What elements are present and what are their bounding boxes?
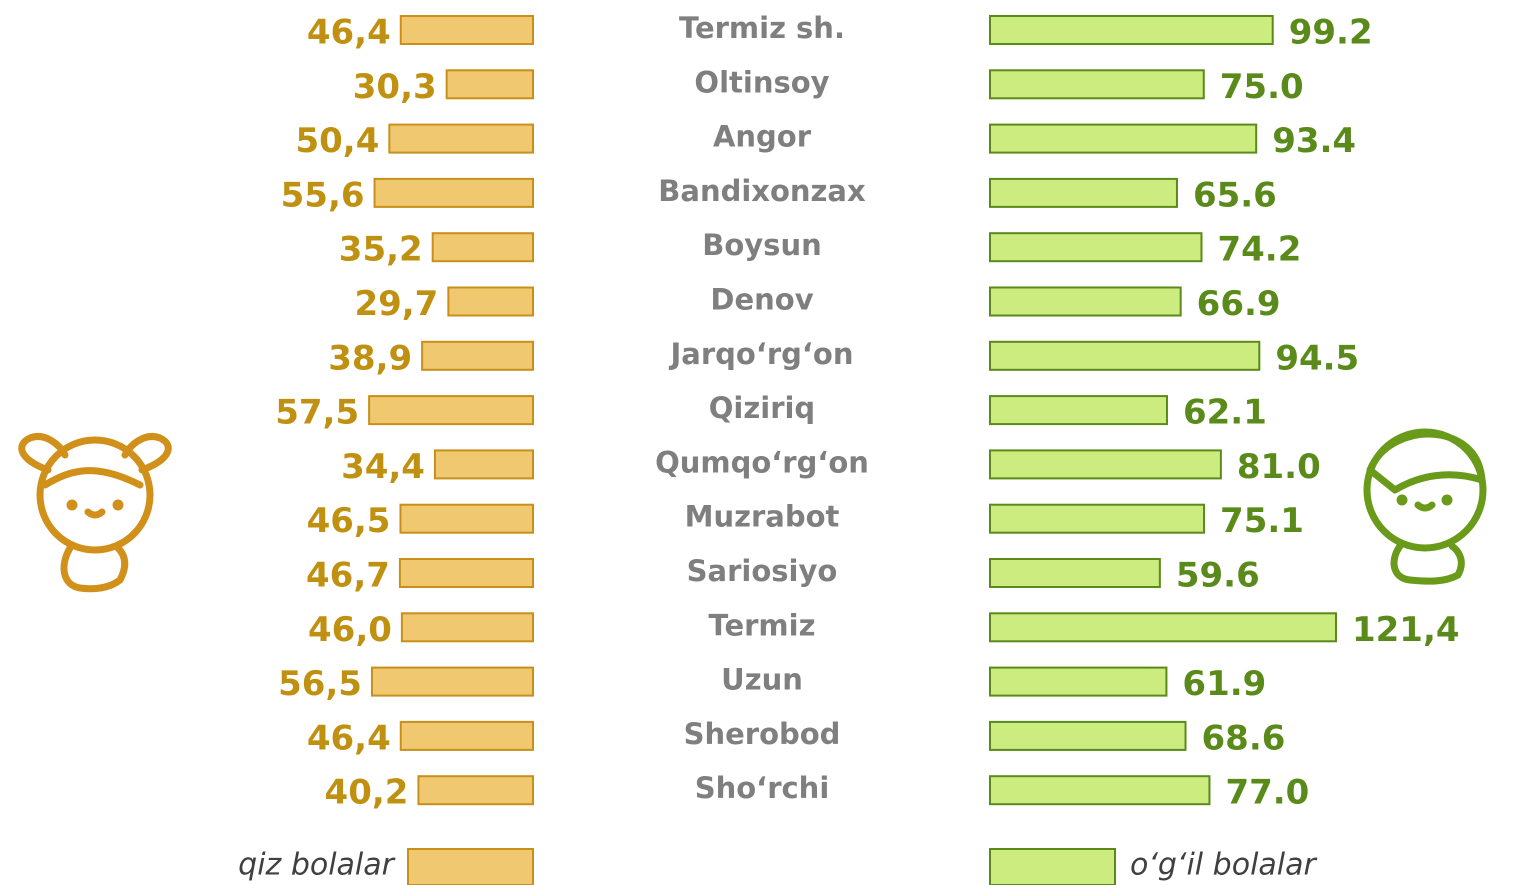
girl-icon <box>18 433 172 593</box>
bar <box>398 558 534 588</box>
value-label: 40,2 <box>325 773 409 813</box>
bar <box>989 558 1161 588</box>
bar <box>989 503 1206 534</box>
bar <box>989 775 1211 806</box>
category-label: Boysun <box>702 228 821 262</box>
value-label: 34,4 <box>341 447 425 487</box>
value-label: 81.0 <box>1237 447 1321 487</box>
bar <box>421 340 535 371</box>
category-label: Uzun <box>721 663 803 697</box>
value-label: 66.9 <box>1197 284 1281 324</box>
value-label: 50,4 <box>295 121 379 161</box>
bar <box>431 232 534 263</box>
bar <box>433 449 534 480</box>
bar <box>989 612 1337 643</box>
value-label: 59.6 <box>1176 556 1260 596</box>
bar <box>373 177 535 208</box>
value-label: 46,7 <box>306 556 390 596</box>
category-label: Bandixonzax <box>658 174 866 208</box>
bar <box>400 612 534 643</box>
value-label: 121,4 <box>1352 610 1460 650</box>
value-label: 74.2 <box>1217 230 1301 270</box>
value-label: 77.0 <box>1225 773 1309 813</box>
category-label: Qiziriq <box>709 391 815 425</box>
bar <box>989 123 1258 154</box>
category-label: Denov <box>710 283 813 317</box>
bar <box>388 123 534 154</box>
value-label: 57,5 <box>275 393 359 433</box>
value-label: 46,5 <box>307 501 391 541</box>
legend-swatch <box>989 848 1116 885</box>
bar <box>989 449 1222 480</box>
value-label: 75.1 <box>1220 501 1304 541</box>
category-label: Termiz <box>709 608 816 642</box>
bar <box>989 666 1168 697</box>
value-label: 94.5 <box>1275 338 1359 378</box>
value-label: 30,3 <box>353 67 437 107</box>
value-label: 46,0 <box>308 610 392 650</box>
bar <box>399 15 535 45</box>
legend-label: qiz bolalar <box>238 848 395 883</box>
value-label: 65.6 <box>1193 175 1277 215</box>
bar <box>989 15 1274 45</box>
category-label: Sho‘rchi <box>695 771 830 805</box>
value-label: 38,9 <box>328 338 412 378</box>
value-label: 56,5 <box>278 664 362 704</box>
bar <box>989 69 1205 100</box>
bar <box>989 340 1261 371</box>
bar <box>399 503 534 534</box>
bar <box>370 666 534 697</box>
category-label: Termiz sh. <box>679 11 845 45</box>
legend-swatch <box>407 848 534 885</box>
legend-label: o‘g‘il bolalar <box>1130 848 1318 883</box>
category-label: Oltinsoy <box>694 65 829 99</box>
value-label: 99.2 <box>1289 13 1373 53</box>
value-label: 61.9 <box>1182 664 1266 704</box>
bar <box>368 395 534 426</box>
bar <box>989 720 1187 751</box>
value-label: 93.4 <box>1272 121 1356 161</box>
value-label: 46,4 <box>307 718 391 758</box>
bar <box>447 286 535 317</box>
bar <box>989 232 1203 263</box>
value-label: 68.6 <box>1202 718 1286 758</box>
value-label: 35,2 <box>339 230 423 270</box>
boy-icon <box>1363 428 1487 585</box>
value-label: 62.1 <box>1183 393 1267 433</box>
bar <box>399 720 535 751</box>
category-label: Qumqo‘rg‘on <box>655 445 869 479</box>
category-label: Jarqo‘rg‘on <box>668 337 853 371</box>
bar <box>417 775 534 806</box>
category-label: Sherobod <box>684 717 841 751</box>
category-label: Sariosiyo <box>687 554 838 588</box>
value-label: 46,4 <box>307 13 391 53</box>
bar <box>989 286 1182 317</box>
category-label: Muzrabot <box>685 500 840 534</box>
bar <box>445 69 534 100</box>
value-label: 55,6 <box>281 175 365 215</box>
category-label: Angor <box>713 120 812 154</box>
value-label: 29,7 <box>354 284 438 324</box>
value-label: 75.0 <box>1220 67 1304 107</box>
bar <box>989 395 1168 426</box>
bar <box>989 177 1178 208</box>
